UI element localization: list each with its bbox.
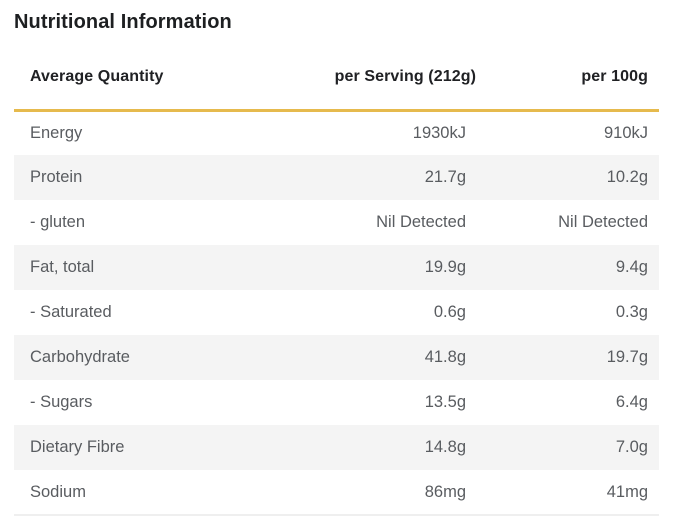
per-100g-value: 0.3g <box>615 303 648 321</box>
table-row: Dietary Fibre 14.8g 7.0g <box>14 425 659 470</box>
per-serving-value: 19.9g <box>424 258 466 276</box>
row-label: - Saturated <box>30 303 112 321</box>
nutrition-table: Average Quantity per Serving (212g) per … <box>14 36 659 516</box>
row-label: Protein <box>30 168 83 186</box>
per-serving-value: 1930kJ <box>412 123 466 142</box>
header-row: Average Quantity per Serving (212g) per … <box>14 36 659 112</box>
table-row: - Sugars 13.5g 6.4g <box>14 380 659 425</box>
row-label: Dietary Fibre <box>30 438 125 456</box>
row-label: Sodium <box>14 470 274 516</box>
per-serving-value: 0.6g <box>433 303 466 321</box>
per-100g-value: 10.2g <box>606 168 648 186</box>
table-header: Average Quantity per Serving (212g) per … <box>14 36 659 112</box>
per-serving-value: 41.8g <box>424 348 466 366</box>
per-serving-value: 14.8g <box>424 438 466 456</box>
table-row: Sodium 86mg 41mg <box>14 470 659 516</box>
per-100g-value: 9.4g <box>615 258 648 276</box>
row-label: - Sugars <box>30 393 93 411</box>
per-100g-value: Nil Detected <box>558 213 648 231</box>
row-label: - gluten <box>30 213 86 231</box>
table-row: Energy 1930kJ 910kJ <box>14 110 659 155</box>
table-row: Carbohydrate 41.8g 19.7g <box>14 335 659 380</box>
per-100g-value: 41mg <box>478 470 659 516</box>
per-serving-value: 86mg <box>274 470 478 516</box>
column-header-per-100g: per 100g <box>478 36 659 112</box>
per-100g-value: 7.0g <box>615 438 648 456</box>
per-serving-value: 13.5g <box>424 393 466 411</box>
per-100g-value: 19.7g <box>606 348 648 366</box>
page-title: Nutritional Information <box>14 11 232 33</box>
row-label: Energy <box>30 123 83 142</box>
per-serving-value: 21.7g <box>424 168 466 186</box>
table-row: Protein 21.7g 10.2g <box>14 155 659 200</box>
row-label: Fat, total <box>30 258 95 276</box>
table-row: - gluten Nil Detected Nil Detected <box>14 200 659 245</box>
per-serving-value: Nil Detected <box>376 213 466 231</box>
table-row: Fat, total 19.9g 9.4g <box>14 245 659 290</box>
column-header-average-quantity: Average Quantity <box>14 36 274 112</box>
per-100g-value: 910kJ <box>603 123 648 142</box>
column-header-per-serving: per Serving (212g) <box>274 36 478 112</box>
table-row: - Saturated 0.6g 0.3g <box>14 290 659 335</box>
row-label: Carbohydrate <box>30 348 130 366</box>
per-100g-value: 6.4g <box>615 393 648 411</box>
table-body: Energy 1930kJ 910kJ Protein 21.7g 10.2g … <box>14 110 659 516</box>
